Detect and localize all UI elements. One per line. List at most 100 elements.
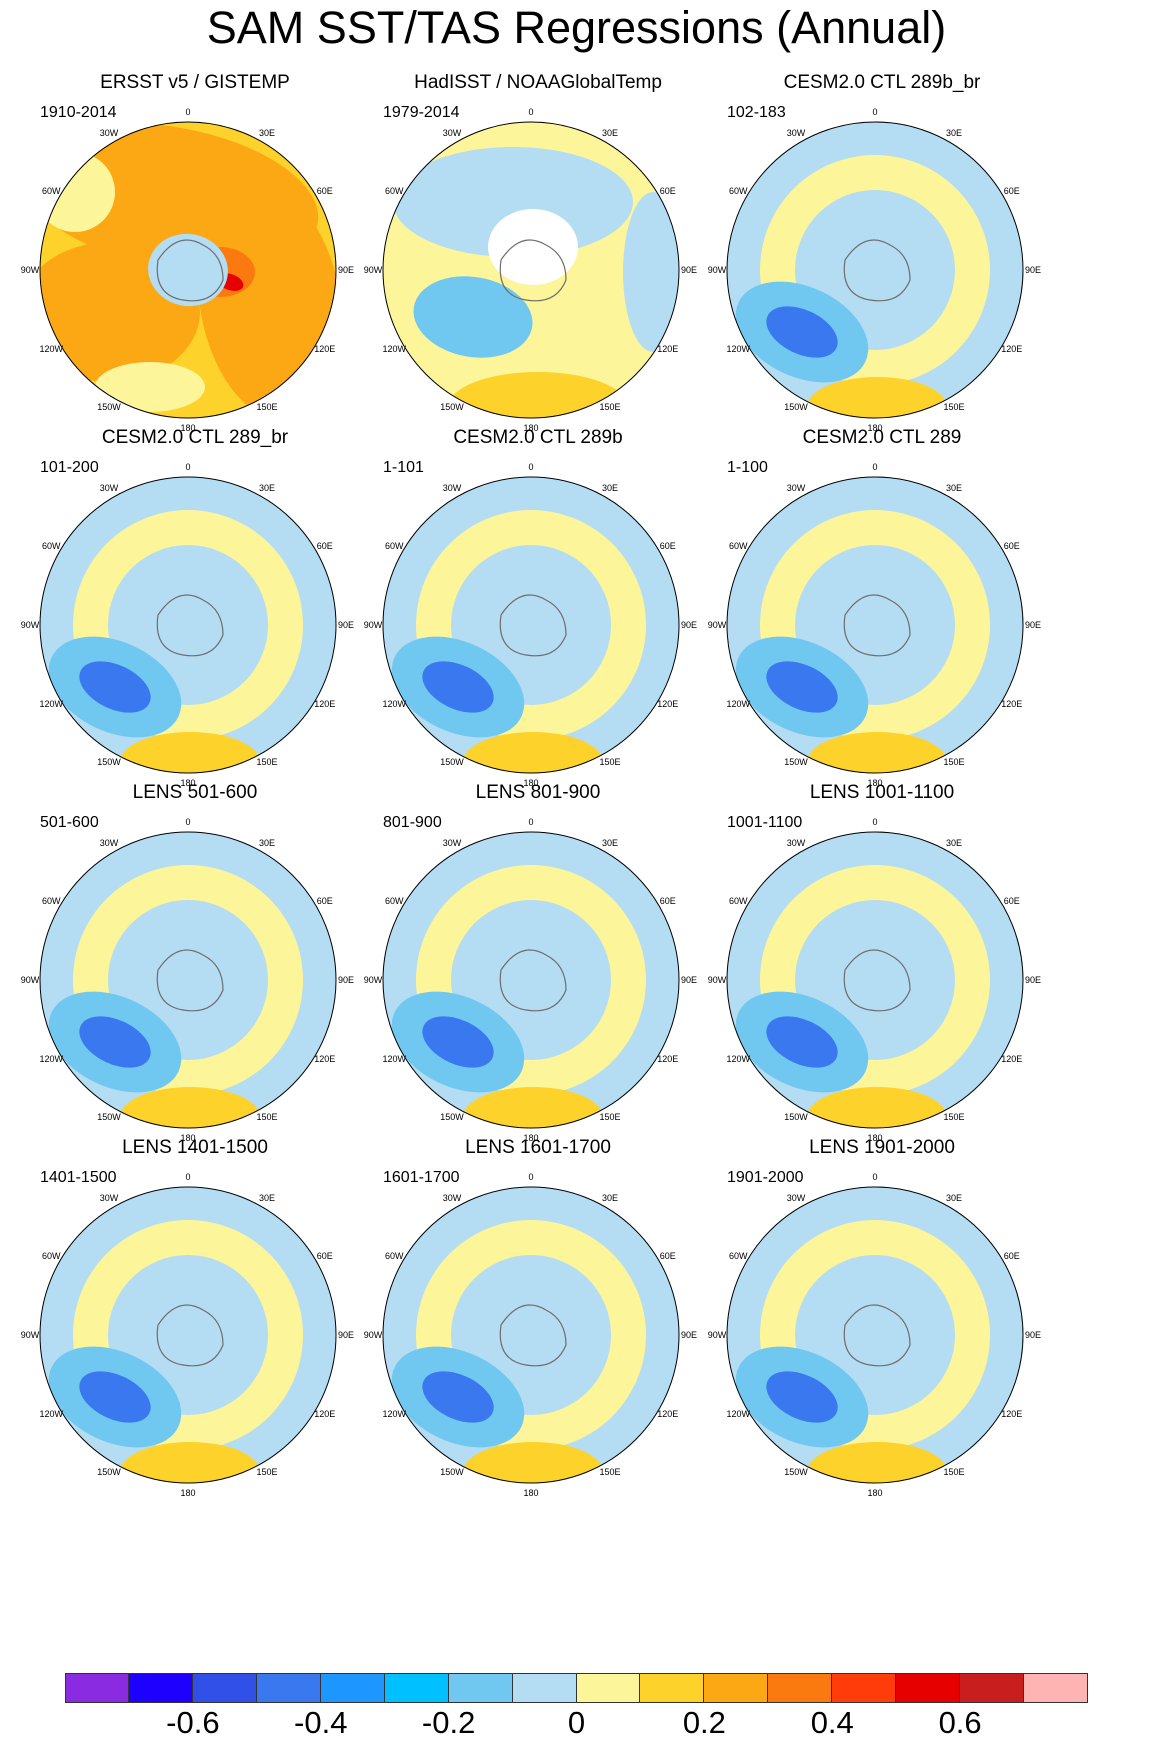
longitude-label: 180 (180, 1488, 195, 1498)
longitude-label: 0 (872, 1172, 877, 1182)
strong-cool-anomaly (766, 306, 838, 358)
longitude-label: 60E (1004, 186, 1020, 196)
longitude-label: 30E (259, 838, 275, 848)
longitude-label: 150W (97, 402, 121, 412)
panel-title: LENS 1601-1700 (465, 1137, 611, 1158)
colorbar-segment (960, 1673, 1025, 1703)
polar-map: 0 30E 60E 90E 120E 150E 180 150W 120W 90W 60W 30W (21, 1172, 354, 1498)
longitude-label: 30E (602, 483, 618, 493)
longitude-label: 150E (943, 757, 964, 767)
longitude-label: 60W (42, 896, 61, 906)
panel-title: LENS 801-900 (475, 782, 601, 803)
longitude-label: 90E (1025, 975, 1041, 985)
colorbar (65, 1673, 1088, 1703)
longitude-label: 90E (338, 265, 354, 275)
longitude-label: 60W (729, 541, 748, 551)
colorbar-tick-label: -0.4 (294, 1705, 348, 1740)
longitude-label: 120E (314, 699, 335, 709)
map-panel: ERSST v5 / GISTEMP 0 30E 60E 90E 120E 150E 180 1… (10, 72, 380, 462)
colorbar-segment (640, 1673, 705, 1703)
longitude-label: 90E (681, 265, 697, 275)
longitude-label: 120E (657, 1054, 678, 1064)
longitude-label: 150W (440, 1112, 464, 1122)
panel-title: LENS 501-600 (132, 782, 258, 803)
antarctic-coastline (499, 239, 567, 302)
longitude-label: 60E (317, 186, 333, 196)
warm-anomaly (807, 732, 947, 773)
longitude-label: 30W (100, 483, 119, 493)
cool-anomaly (623, 192, 679, 352)
map-panel: CESM2.0 CTL 289_br 0 30E 60E 90E 120E 150E 180 1… (10, 427, 380, 817)
map-panel: CESM2.0 CTL 289b_br 0 30E 60E 90E 120E 150E 180… (697, 72, 1067, 462)
longitude-label: 180 (867, 1133, 882, 1143)
longitude-label: 180 (180, 778, 195, 788)
cool-anomaly (393, 147, 633, 257)
weak-anomaly (95, 362, 205, 412)
longitude-label: 120E (1001, 699, 1022, 709)
longitude-label: 150W (784, 757, 808, 767)
longitude-label: 0 (872, 817, 877, 827)
longitude-label: 90W (364, 975, 383, 985)
longitude-label: 30W (443, 1193, 462, 1203)
longitude-label: 60W (385, 186, 404, 196)
longitude-label: 0 (872, 107, 877, 117)
strong-cool-anomaly (766, 661, 838, 713)
longitude-label: 120E (314, 1409, 335, 1419)
colorbar-segment (576, 1673, 641, 1703)
map-panel: LENS 1001-1100 0 30E 60E 90E 120E 150E 180 150W 1… (697, 782, 1067, 1172)
longitude-label: 60W (729, 186, 748, 196)
longitude-label: 120E (657, 344, 678, 354)
longitude-label: 180 (523, 423, 538, 433)
longitude-label: 180 (867, 423, 882, 433)
longitude-label: 150E (599, 757, 620, 767)
colorbar-segment (768, 1673, 833, 1703)
map-panel: HadISST / NOAAGlobalTemp 0 30E 60E 90E 120E 15… (353, 72, 723, 462)
panel-title: CESM2.0 CTL 289b_br (783, 72, 981, 93)
map-panel: CESM2.0 CTL 289b 0 30E 60E 90E 120E 150E 180 150… (353, 427, 723, 817)
longitude-label: 30W (443, 128, 462, 138)
colorbar-tick-label: -0.6 (166, 1705, 220, 1740)
polar-map: 0 30E 60E 90E 120E 150E 180 150W 120W 90W 60W 30W (21, 462, 354, 788)
strong-cool-anomaly (766, 1016, 838, 1068)
antarctic-coastline (499, 594, 567, 657)
period-label: 1401-1500 (40, 1169, 117, 1186)
warm-anomaly (463, 732, 603, 773)
warm-anomaly (807, 377, 947, 418)
longitude-label: 90W (21, 975, 40, 985)
map-boundary (382, 831, 680, 1129)
longitude-label: 120E (657, 699, 678, 709)
colorbar-segment (320, 1673, 385, 1703)
period-label: 102-183 (727, 104, 786, 121)
longitude-label: 90W (708, 620, 727, 630)
strong-cool-anomaly (79, 661, 151, 713)
panel-title: ERSST v5 / GISTEMP (100, 72, 290, 93)
longitude-label: 60W (385, 1251, 404, 1261)
antarctic-coastline (156, 949, 224, 1012)
strong-cool-anomaly (422, 661, 494, 713)
longitude-label: 30E (946, 1193, 962, 1203)
longitude-label: 120W (726, 1054, 750, 1064)
antarctica (142, 582, 238, 668)
longitude-label: 150W (97, 757, 121, 767)
longitude-label: 90E (1025, 1330, 1041, 1340)
longitude-label: 30E (259, 483, 275, 493)
colorbar-tick-label: -0.2 (421, 1705, 476, 1740)
longitude-label: 60E (660, 1251, 676, 1261)
longitude-label: 120W (39, 344, 63, 354)
panel-title: CESM2.0 CTL 289b (453, 427, 623, 448)
polar-map: 0 30E 60E 90E 120E 150E 180 150W 120W 90W 60W 30W (708, 107, 1041, 433)
antarctic-coastline (156, 239, 224, 302)
longitude-label: 90E (681, 620, 697, 630)
period-label: 801-900 (383, 814, 442, 831)
map-boundary (39, 831, 337, 1129)
longitude-label: 180 (523, 1488, 538, 1498)
longitude-label: 120W (39, 1409, 63, 1419)
panel-title: LENS 1401-1500 (122, 1137, 268, 1158)
longitude-label: 150E (943, 1112, 964, 1122)
warm-anomaly (120, 1087, 260, 1128)
longitude-label: 150W (440, 402, 464, 412)
polar-map: 0 30E 60E 90E 120E 150E 180 150W 120W 90W 60W 30W (708, 462, 1041, 788)
period-label: 1001-1100 (727, 814, 803, 831)
longitude-label: 60E (1004, 1251, 1020, 1261)
